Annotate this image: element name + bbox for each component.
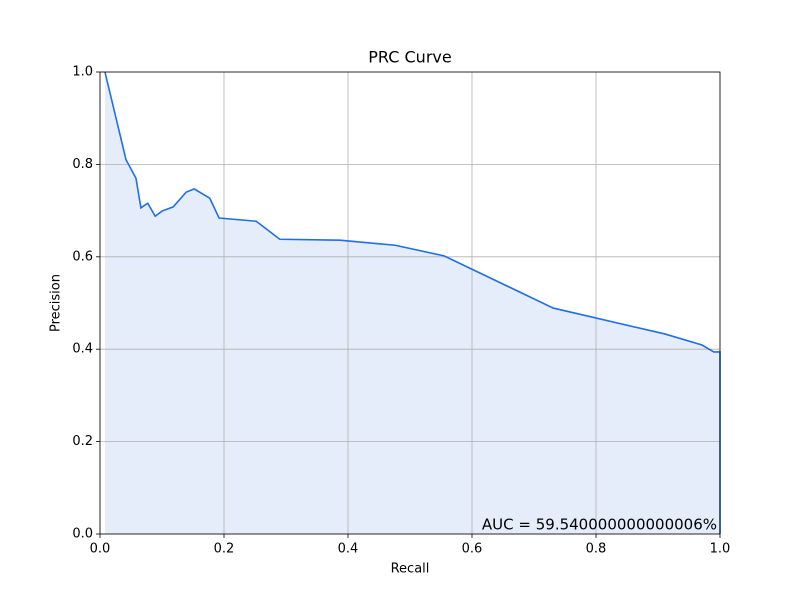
y-tick-label: 0.0 [72,527,93,542]
y-tick-label: 0.2 [72,434,93,449]
x-tick-label: 0.8 [586,542,607,557]
y-tick-label: 1.0 [72,65,93,80]
x-tick-label: 0.6 [462,542,483,557]
y-tick-label: 0.6 [72,249,93,264]
x-tick-label: 0.2 [214,542,235,557]
y-axis-label: Precision [49,274,64,332]
axes-frame [99,71,721,535]
x-tick-label: 0.0 [90,542,111,557]
y-tick-label: 0.4 [72,342,93,357]
chart-title: PRC Curve [368,48,451,67]
plot-area [99,71,721,535]
y-tick-label: 0.8 [72,157,93,172]
area [104,72,720,534]
x-tick-label: 0.4 [338,542,359,557]
x-tick-label: 1.0 [710,542,731,557]
annotation: AUC = 59.540000000000006% [482,516,717,534]
x-axis-label: Recall [391,562,430,577]
line [104,71,721,534]
